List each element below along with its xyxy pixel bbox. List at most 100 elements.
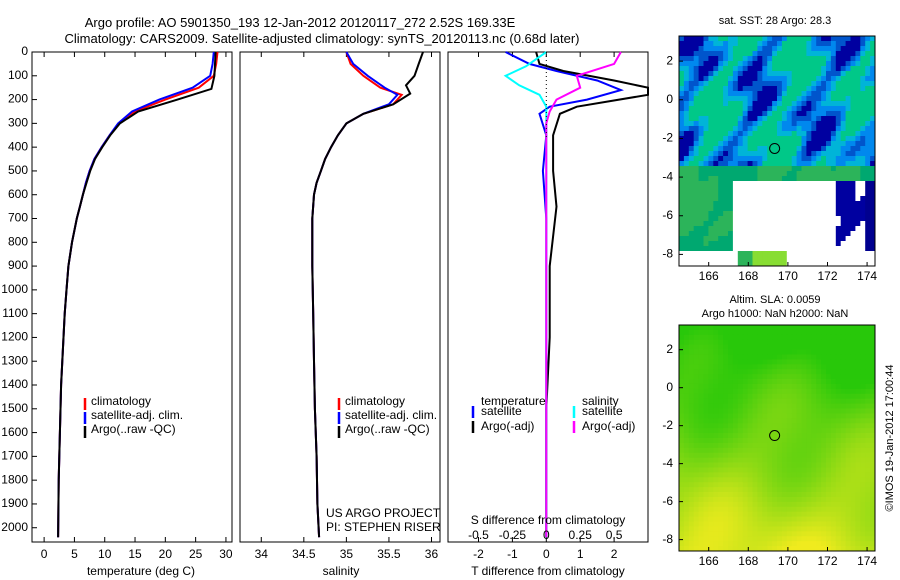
heatmap-cell [767, 116, 773, 122]
heatmap-cell [840, 261, 846, 267]
heatmap-cell [683, 516, 690, 522]
heatmap-cell [698, 487, 704, 493]
heatmap-cell [713, 251, 719, 257]
heatmap-cell [791, 86, 797, 92]
heatmap-cell [762, 166, 768, 172]
heatmap-cell [850, 71, 856, 77]
y-tick-label: 1500 [1, 401, 28, 415]
heatmap-cell [688, 541, 695, 547]
heatmap-cell [718, 121, 724, 127]
heatmap-cell [683, 166, 690, 172]
heatmap-cell [718, 91, 724, 97]
heatmap-cell [840, 383, 846, 390]
heatmap-cell [821, 477, 827, 483]
heatmap-cell [821, 201, 827, 207]
heatmap-cell [757, 231, 763, 237]
heatmap-cell [801, 51, 807, 57]
heatmap-cell [728, 369, 734, 375]
heatmap-cell [855, 86, 861, 92]
heatmap-cell [732, 472, 739, 478]
heatmap-cell [826, 181, 832, 187]
heatmap-cell [713, 393, 719, 400]
heatmap-cell [747, 511, 753, 518]
heatmap-cell [728, 462, 734, 468]
heatmap-cell [728, 501, 734, 508]
heatmap-cell [845, 96, 851, 102]
heatmap-cell [728, 156, 734, 162]
sst-argo-position-marker [769, 142, 781, 154]
heatmap-cell [786, 413, 793, 419]
heatmap-cell [865, 146, 871, 152]
heatmap-cell [679, 201, 685, 207]
heatmap-cell [821, 226, 827, 232]
heatmap-cell [762, 96, 768, 102]
heatmap-cell [698, 241, 704, 247]
heatmap-cell [826, 246, 832, 252]
heatmap-cell [762, 492, 768, 498]
heatmap-cell [688, 467, 695, 473]
heatmap-cell [762, 536, 768, 542]
heatmap-cell [796, 536, 802, 542]
heatmap-cell [728, 457, 734, 463]
heatmap-cell [703, 111, 709, 117]
heatmap-cell [801, 433, 807, 439]
heatmap-cell [703, 236, 709, 242]
heatmap-cell [757, 56, 763, 62]
heatmap-cell [870, 206, 876, 212]
heatmap-cell [786, 136, 793, 142]
heatmap-cell [737, 76, 744, 82]
x-tick-label: 36 [425, 547, 439, 561]
difference-legend: temperature salinity satellite Argo(-adj… [471, 394, 635, 433]
heatmap-cell [826, 501, 832, 508]
heatmap-cell [835, 51, 842, 57]
heatmap-cell [698, 256, 704, 262]
heatmap-cell [703, 457, 709, 463]
heatmap-cell [845, 388, 851, 395]
heatmap-cell [816, 477, 822, 483]
heatmap-cell [747, 462, 753, 468]
heatmap-cell [679, 116, 685, 122]
heatmap-cell [703, 151, 709, 157]
heatmap-cell [855, 146, 861, 152]
heatmap-cell [781, 166, 788, 172]
heatmap-cell [688, 256, 695, 262]
heatmap-cell [781, 344, 788, 350]
heatmap-cell [830, 398, 837, 405]
heatmap-cell [796, 369, 802, 375]
heatmap-cell [855, 546, 861, 552]
heatmap-cell [855, 325, 861, 331]
heatmap-cell [850, 96, 856, 102]
heatmap-cell [860, 383, 866, 390]
heatmap-cell [688, 334, 695, 341]
heatmap-cell [683, 477, 690, 483]
heatmap-cell [683, 156, 690, 162]
heatmap-cell [816, 86, 822, 92]
heatmap-cell [830, 231, 837, 237]
heatmap-cell [752, 379, 758, 385]
heatmap-cell [786, 526, 793, 532]
heatmap-cell [683, 206, 690, 212]
heatmap-cell [786, 156, 793, 162]
heatmap-cell [737, 171, 744, 177]
heatmap-cell [786, 121, 793, 127]
heatmap-cell [708, 66, 714, 72]
map-y-tick-label: -2 [662, 131, 673, 145]
heatmap-cell [796, 171, 802, 177]
heatmap-cell [786, 191, 793, 197]
heatmap-cell [762, 374, 768, 380]
heatmap-cell [826, 349, 832, 355]
heatmap-cell [870, 339, 876, 346]
heatmap-cell [821, 136, 827, 142]
heatmap-cell [816, 36, 822, 42]
heatmap-cell [747, 216, 753, 222]
heatmap-cell [767, 241, 773, 247]
heatmap-cell [683, 71, 690, 77]
heatmap-cell [737, 536, 744, 542]
heatmap-cell [762, 521, 768, 527]
heatmap-cell [698, 221, 704, 227]
heatmap-cell [762, 438, 768, 444]
heatmap-cell [791, 423, 797, 429]
map-y-tick-label: 2 [666, 342, 673, 356]
heatmap-cell [752, 452, 758, 459]
heatmap-cell [835, 546, 842, 552]
